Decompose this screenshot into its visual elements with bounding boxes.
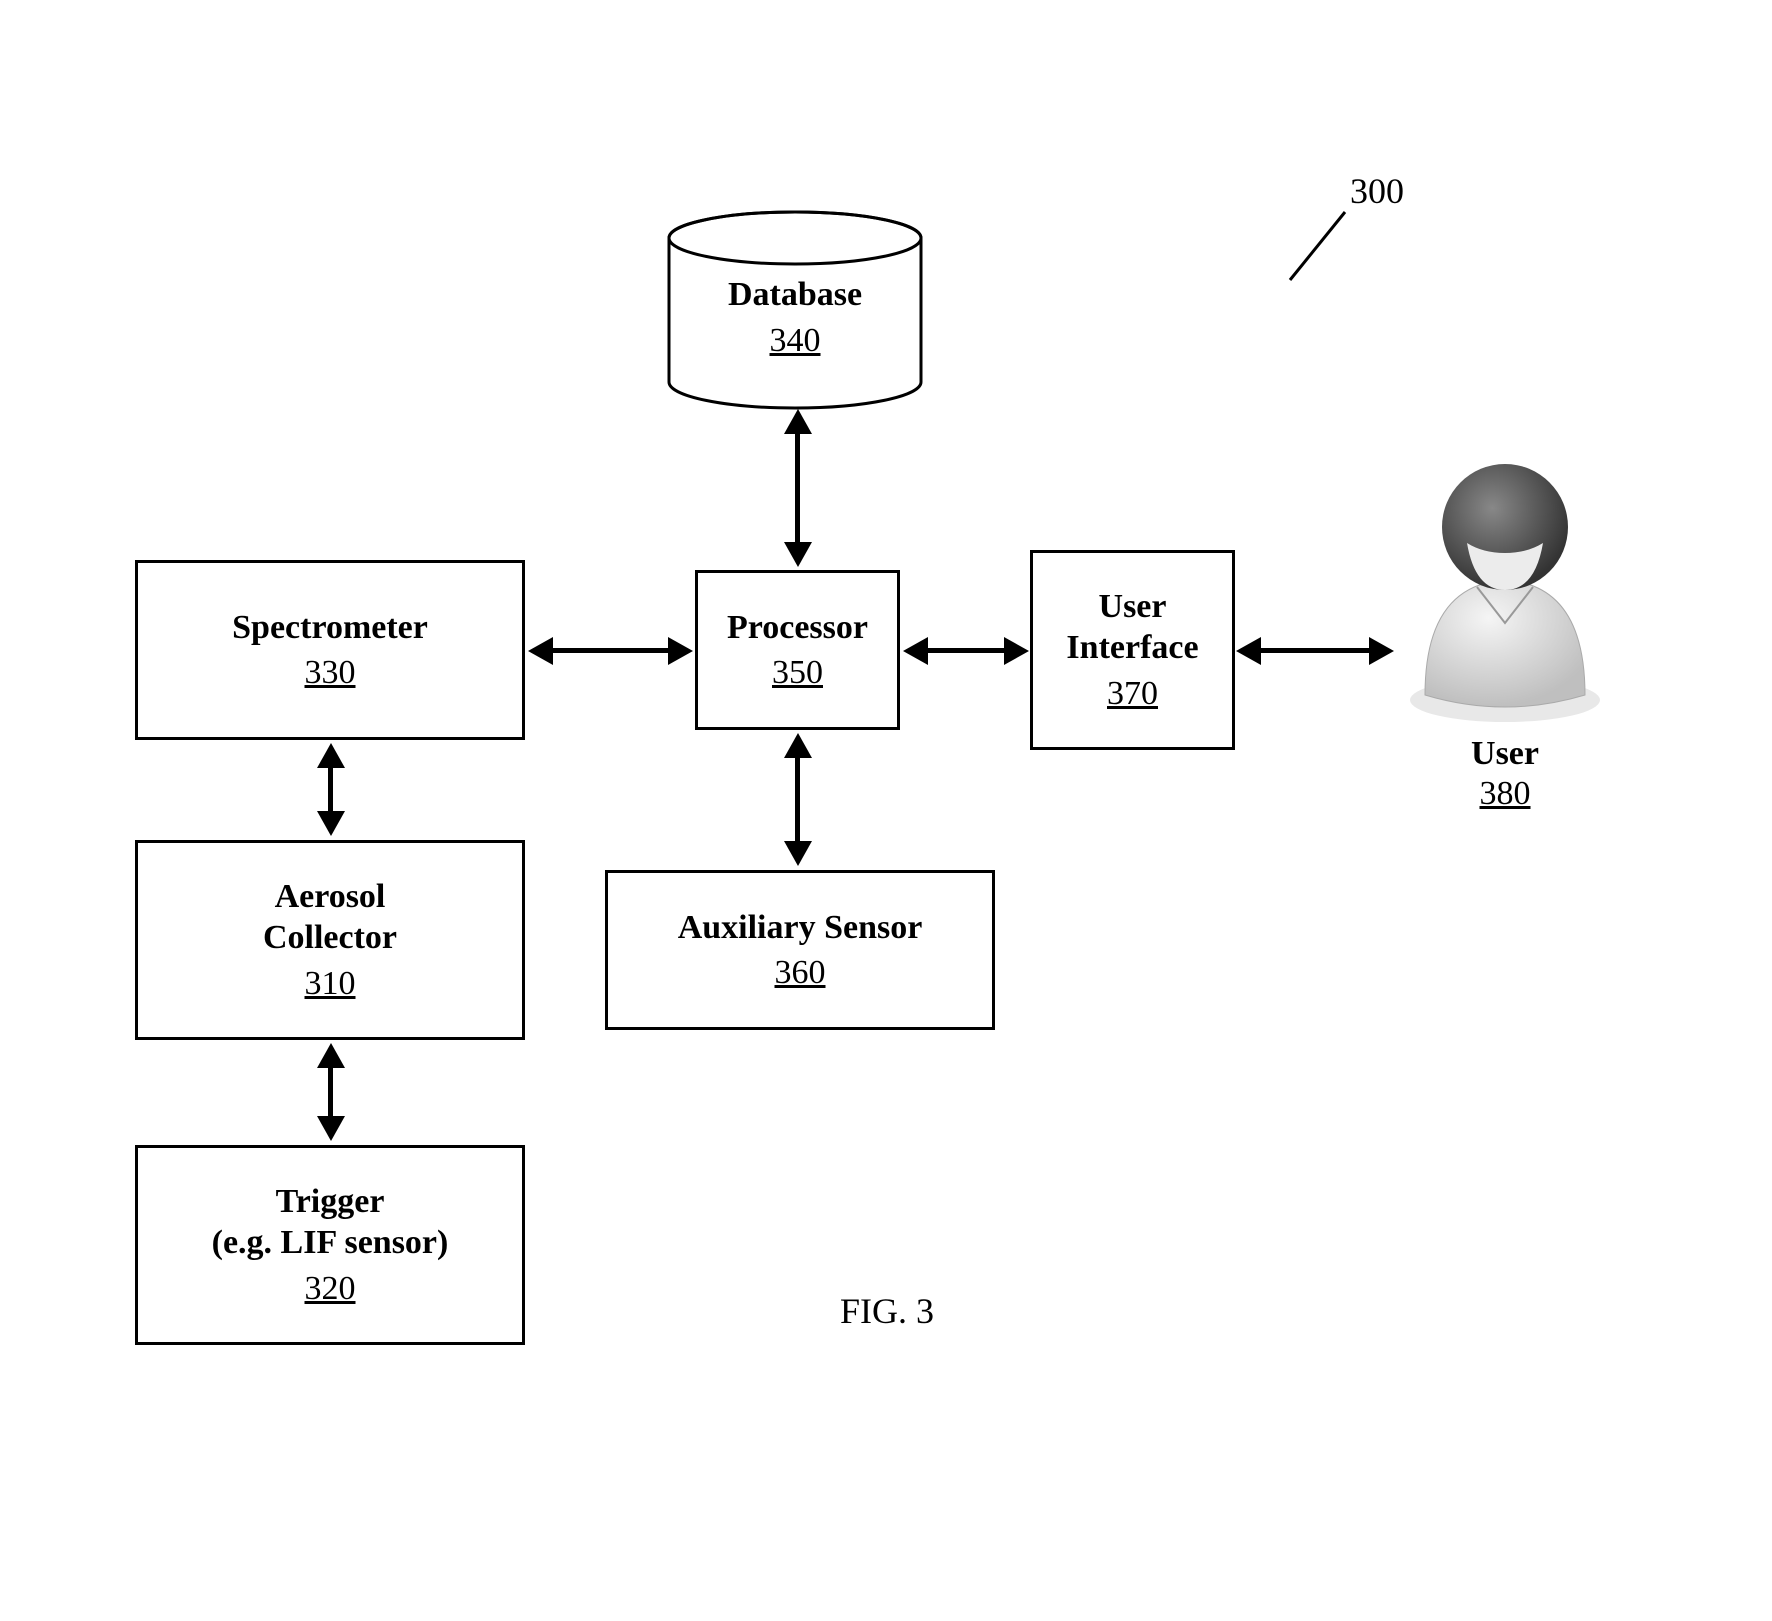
figure-caption: FIG. 3 [840,1290,934,1332]
aerosol-collector-label: Aerosol Collector [263,877,397,959]
auxiliary-sensor-label: Auxiliary Sensor [678,908,923,949]
user-interface-number: 370 [1107,675,1158,713]
trigger-label: Trigger (e.g. LIF sensor) [212,1182,449,1264]
user-interface-label-line2: Interface [1066,629,1198,666]
edge-aerosol-trigger [328,1062,333,1122]
trigger-label-line2: (e.g. LIF sensor) [212,1224,449,1261]
edge-processor-auxsensor [795,752,800,847]
edge-spectrometer-aerosol [328,762,333,817]
processor-label: Processor [727,608,868,649]
edge-userinterface-user [1255,648,1375,653]
processor-number: 350 [772,654,823,692]
aerosol-collector-label-line1: Aerosol [275,878,386,915]
user-node [1395,445,1615,725]
block-diagram: Database 340 Processor 350 Spectrometer … [0,0,1772,1621]
database-label: Database [665,275,925,316]
database-node: Database 340 [665,210,925,400]
user-interface-node: User Interface 370 [1030,550,1235,750]
user-interface-label: User Interface [1066,587,1198,669]
user-number: 380 [1395,775,1615,813]
trigger-number: 320 [305,1270,356,1308]
trigger-node: Trigger (e.g. LIF sensor) 320 [135,1145,525,1345]
edge-processor-userinterface [922,648,1010,653]
reference-leader-line [1280,200,1360,290]
spectrometer-number: 330 [305,654,356,692]
spectrometer-label: Spectrometer [232,608,428,649]
auxiliary-sensor-node: Auxiliary Sensor 360 [605,870,995,1030]
database-number: 340 [665,322,925,360]
aerosol-collector-label-line2: Collector [263,919,397,956]
auxiliary-sensor-number: 360 [775,954,826,992]
aerosol-collector-number: 310 [305,965,356,1003]
edge-database-processor [795,428,800,548]
trigger-label-line1: Trigger [276,1183,385,1220]
user-person-icon [1395,445,1615,725]
user-label: User [1395,735,1615,773]
user-interface-label-line1: User [1099,588,1167,625]
aerosol-collector-node: Aerosol Collector 310 [135,840,525,1040]
processor-node: Processor 350 [695,570,900,730]
spectrometer-node: Spectrometer 330 [135,560,525,740]
edge-spectrometer-processor [547,648,674,653]
